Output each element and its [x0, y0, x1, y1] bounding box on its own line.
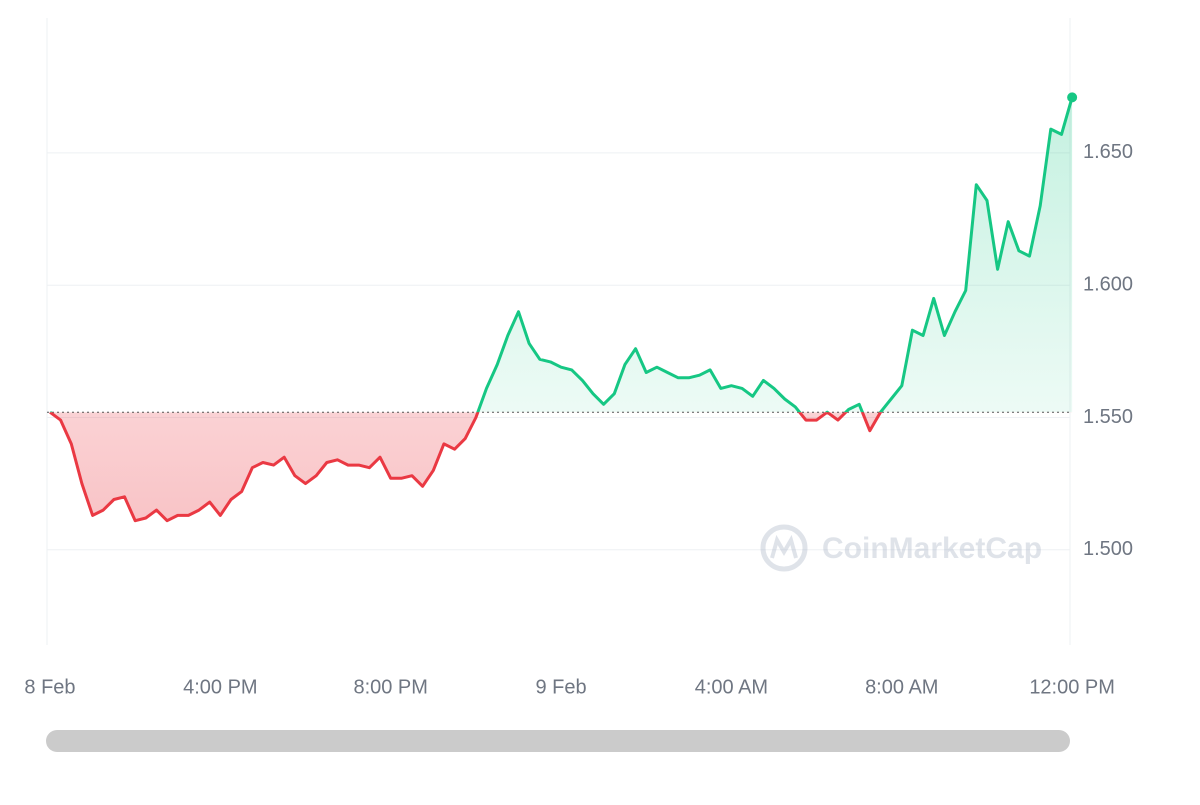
y-tick-label: 1.650 — [1083, 141, 1133, 163]
x-tick-label: 8:00 PM — [353, 676, 427, 698]
x-tick-label: 4:00 PM — [183, 676, 257, 698]
price-line-up — [50, 96, 1074, 413]
last-point — [1067, 92, 1078, 103]
area-up — [477, 97, 1073, 413]
y-tick-label: 1.550 — [1083, 406, 1133, 428]
scrollbar[interactable] — [46, 730, 1070, 752]
area-down — [49, 412, 1073, 521]
y-tick-label: 1.500 — [1083, 538, 1133, 560]
watermark: CoinMarketCap — [760, 524, 1042, 572]
x-tick-label: 12:00 PM — [1029, 676, 1115, 698]
x-tick-label: 4:00 AM — [695, 676, 768, 698]
x-tick-label: 8 Feb — [24, 676, 75, 698]
x-tick-label: 8:00 AM — [865, 676, 938, 698]
x-tick-label: 9 Feb — [535, 676, 586, 698]
y-tick-label: 1.600 — [1083, 273, 1133, 295]
price-line-down — [49, 412, 883, 523]
watermark-text: CoinMarketCap — [822, 532, 1042, 565]
